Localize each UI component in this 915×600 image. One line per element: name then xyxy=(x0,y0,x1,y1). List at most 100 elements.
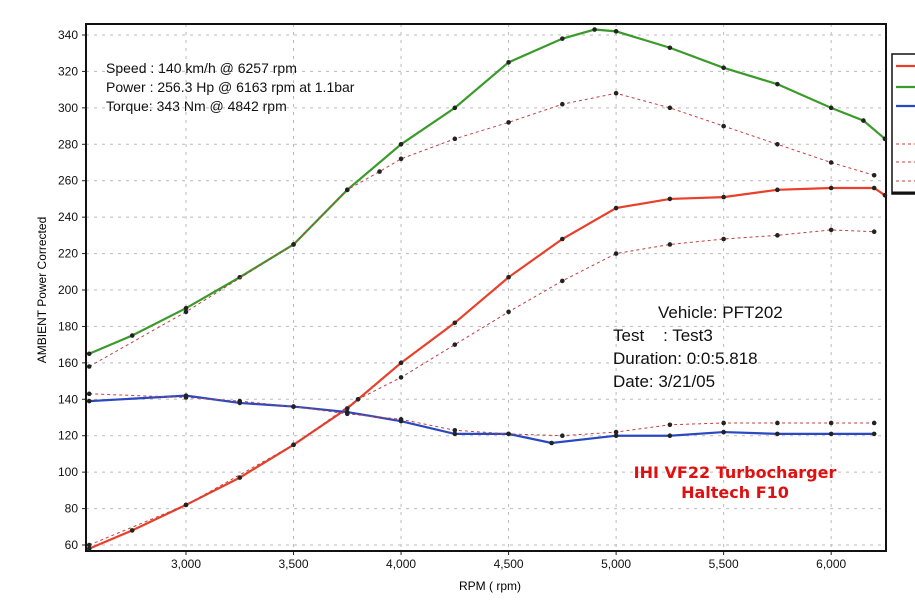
data-point-boost xyxy=(549,440,554,446)
data-point-torque xyxy=(667,45,673,51)
data-point-boost-baseline xyxy=(86,391,92,397)
data-point-power-baseline xyxy=(452,342,458,347)
data-point-power-baseline xyxy=(775,233,780,238)
data-point-torque-baseline xyxy=(344,187,350,193)
data-point-power xyxy=(237,475,243,480)
y-tick-label: 200 xyxy=(58,283,78,297)
data-point-torque-baseline xyxy=(560,101,565,107)
data-point-torque-baseline xyxy=(775,141,780,147)
y-tick-label: 80 xyxy=(65,502,79,516)
data-point-torque-baseline xyxy=(291,242,296,247)
data-point-power-baseline xyxy=(613,251,619,256)
data-point-power xyxy=(871,185,877,191)
data-point-torque-baseline xyxy=(667,105,673,111)
data-point-power-baseline xyxy=(291,442,296,448)
data-point-power-baseline xyxy=(721,236,726,242)
data-point-boost-baseline xyxy=(452,427,458,433)
data-point-boost-baseline xyxy=(667,422,673,428)
vehicle-line: Vehicle: PFT202 xyxy=(658,303,783,322)
vehicle-box: Vehicle: PFT202 Test : Test3 Duration: 0… xyxy=(613,301,783,393)
data-point-torque-baseline xyxy=(613,90,619,96)
x-tick-label: 5,000 xyxy=(601,557,631,571)
data-point-power-baseline xyxy=(355,396,361,402)
plot-frame xyxy=(85,23,887,552)
data-point-boost-baseline xyxy=(506,431,511,437)
series-torque-baseline xyxy=(88,92,875,367)
x-tick-label: 5,500 xyxy=(709,557,739,571)
annotation: IHI VF22 Turbocharger Haltech F10 xyxy=(610,463,860,503)
summary-box: Speed : 140 km/h @ 6257 rpm Power : 256.… xyxy=(106,59,354,116)
data-point-torque-baseline xyxy=(452,136,458,142)
x-tick-label: 3,500 xyxy=(279,557,309,571)
data-point-boost-baseline xyxy=(775,420,780,426)
y-tick-label: 260 xyxy=(58,174,78,188)
data-point-torque-baseline xyxy=(828,160,834,165)
x-tick-label: 4,500 xyxy=(494,557,524,571)
data-point-boost xyxy=(452,431,458,437)
data-point-torque xyxy=(183,305,189,311)
data-point-torque-baseline xyxy=(377,169,382,174)
speed-line: Speed : 140 km/h @ 6257 rpm xyxy=(106,60,297,76)
data-point-torque-baseline xyxy=(506,120,511,125)
data-point-boost-baseline xyxy=(183,395,189,400)
series-power-baseline xyxy=(89,229,875,546)
data-point-power-baseline xyxy=(667,242,673,247)
x-axis-label: RPM ( rpm) xyxy=(459,579,521,593)
data-point-boost xyxy=(721,429,726,435)
y-tick-label: 220 xyxy=(58,247,78,261)
data-point-power xyxy=(721,194,726,200)
data-point-boost xyxy=(86,398,92,404)
data-point-power xyxy=(775,187,780,193)
data-point-torque-baseline xyxy=(871,172,877,178)
data-point-torque xyxy=(560,36,565,41)
y-tick-label: 300 xyxy=(58,101,78,115)
y-axis-label: AMBIENT Power Corrected xyxy=(35,217,49,364)
data-point-torque xyxy=(613,29,619,34)
power-line: Power : 256.3 Hp @ 6163 rpm at 1.1bar xyxy=(106,79,355,95)
data-point-power-baseline xyxy=(183,502,189,508)
data-point-power-baseline xyxy=(871,229,877,235)
turbo-label: IHI VF22 Turbocharger xyxy=(633,463,837,482)
data-point-power xyxy=(828,185,834,191)
y-tick-label: 60 xyxy=(65,538,79,552)
y-tick-label: 160 xyxy=(58,356,78,370)
data-point-power xyxy=(129,528,135,533)
data-point-torque-baseline xyxy=(183,309,189,315)
data-point-boost xyxy=(871,431,877,437)
series-torque xyxy=(88,28,886,355)
data-point-power xyxy=(560,236,565,242)
data-point-torque-baseline xyxy=(721,123,726,129)
data-point-power xyxy=(506,274,511,280)
y-tick-label: 180 xyxy=(58,319,78,333)
data-point-power-baseline xyxy=(560,278,565,284)
test-line: Test : Test3 xyxy=(613,326,713,345)
data-point-boost-baseline xyxy=(237,398,243,404)
data-point-power-baseline xyxy=(506,309,511,315)
data-point-torque xyxy=(86,351,92,357)
y-tick-label: 280 xyxy=(58,137,78,151)
series-boost-baseline xyxy=(89,393,875,437)
data-point-torque xyxy=(882,136,888,142)
data-point-boost-baseline xyxy=(398,417,404,422)
data-point-torque xyxy=(775,81,780,87)
y-tick-label: 140 xyxy=(58,392,78,406)
x-tick-label: 6,000 xyxy=(816,557,846,571)
ecu-label: Haltech F10 xyxy=(681,483,789,502)
data-point-torque xyxy=(828,105,834,111)
data-point-torque xyxy=(129,333,135,338)
date-line: Date: 3/21/05 xyxy=(613,372,716,391)
data-point-boost-baseline xyxy=(344,411,350,417)
data-point-torque xyxy=(506,60,511,65)
data-point-torque-baseline xyxy=(86,364,92,369)
data-point-torque xyxy=(592,27,597,32)
data-point-power-baseline xyxy=(828,227,834,233)
data-point-torque-baseline xyxy=(398,156,404,162)
data-point-boost xyxy=(667,433,673,439)
y-tick-label: 240 xyxy=(58,210,78,224)
x-tick-label: 3,000 xyxy=(171,557,201,571)
data-point-boost xyxy=(775,431,780,437)
data-point-boost-baseline xyxy=(291,404,296,409)
data-point-power xyxy=(613,205,619,211)
